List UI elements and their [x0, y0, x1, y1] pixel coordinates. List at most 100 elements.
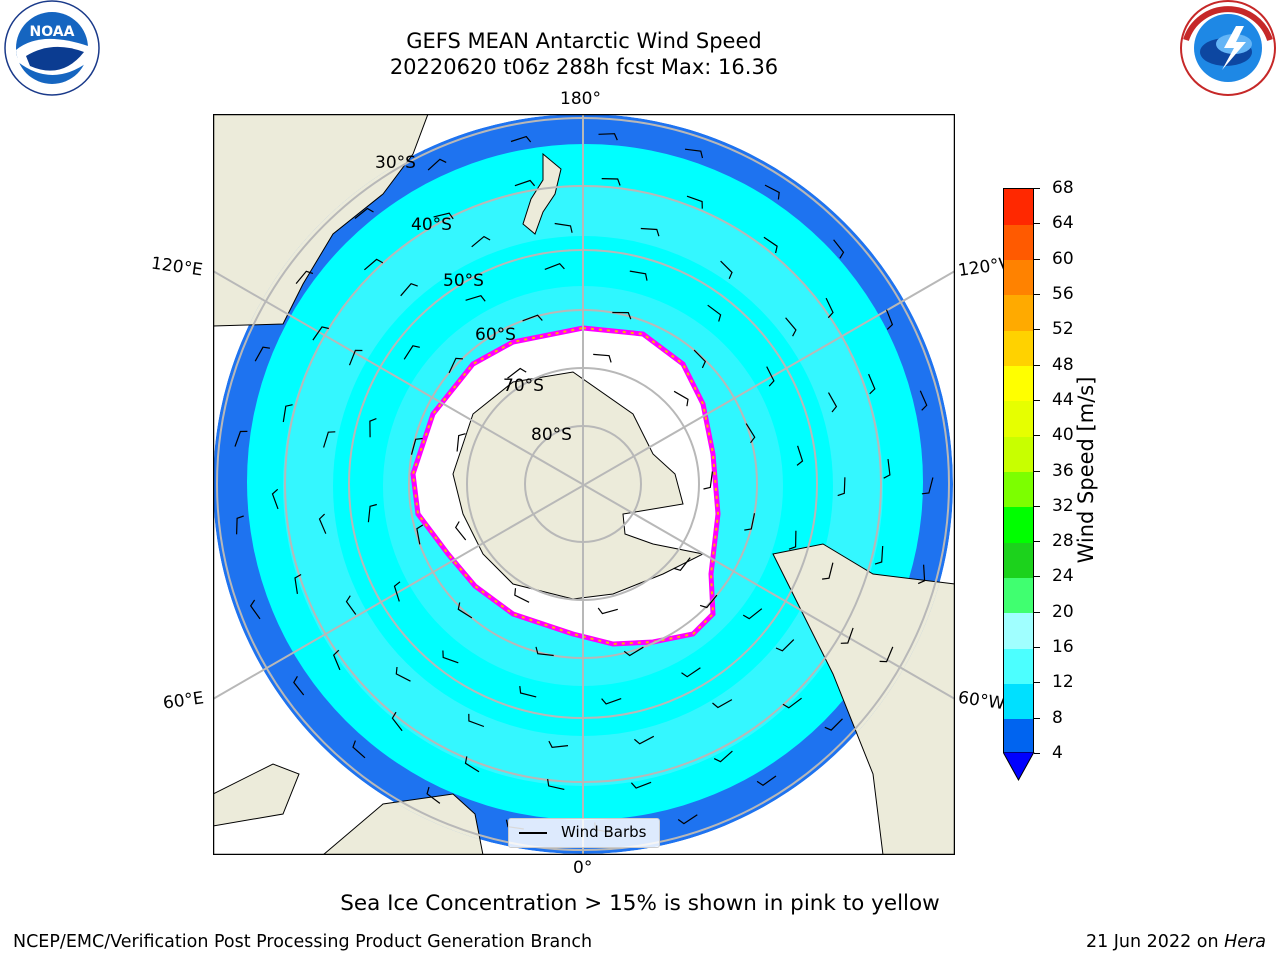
land-madagascar	[213, 763, 300, 827]
wind-barb	[593, 353, 612, 363]
colorbar-tick-label: 8	[1052, 707, 1063, 728]
colorbar-tick-mark	[1034, 293, 1040, 295]
wind-barb	[364, 258, 384, 271]
colorbar-tick-label: 64	[1052, 213, 1074, 234]
wind-barb	[874, 545, 884, 565]
wind-barb	[249, 599, 261, 620]
wind-barb	[782, 697, 802, 709]
wind-barb	[426, 786, 441, 804]
wind-barb	[312, 326, 329, 341]
colorbar-tick-label: 56	[1052, 283, 1074, 304]
colorbar-cell	[1004, 294, 1033, 331]
wind-barb	[345, 595, 357, 615]
wind-barb	[352, 740, 366, 759]
wind-barb	[677, 814, 698, 825]
wind-barb	[514, 588, 530, 603]
colorbar	[1003, 188, 1034, 755]
wind-barb	[763, 236, 778, 254]
wind-barb	[686, 195, 703, 209]
lat-label-80s: 80°S	[531, 425, 572, 445]
wind-barb	[681, 667, 701, 678]
colorbar-cell	[1004, 224, 1033, 261]
colorbar-cell	[1004, 365, 1033, 402]
colorbar-tick-label: 20	[1052, 601, 1074, 622]
colorbar-cell	[1004, 259, 1033, 296]
wind-barb	[745, 423, 756, 444]
colorbar-cell	[1004, 577, 1033, 614]
wind-barb	[693, 349, 707, 369]
wind-barb	[547, 778, 565, 790]
wind-barb	[464, 756, 480, 773]
wind-barb	[369, 418, 377, 438]
wind-barb	[879, 646, 894, 663]
wind-barb	[271, 488, 279, 510]
wind-barb	[825, 297, 834, 319]
wind-barb	[393, 581, 401, 602]
wind-barb	[391, 711, 403, 732]
colorbar-tick-mark	[1034, 682, 1040, 684]
wind-barbs-layer	[234, 133, 934, 834]
colorbar-cell	[1004, 542, 1033, 578]
wind-barb	[433, 212, 454, 220]
wind-barb	[535, 646, 554, 657]
wind-barb	[756, 775, 777, 787]
colorbar-tick-label: 32	[1052, 495, 1074, 516]
wind-barb	[332, 649, 341, 671]
footer-host: Hera	[1224, 932, 1266, 952]
wind-barb	[236, 515, 244, 535]
wind-barb	[720, 260, 733, 280]
sea-ice-caption: Sea Ice Concentration > 15% is shown in …	[340, 891, 940, 916]
lon-label-0: 0°	[573, 858, 593, 878]
noaa-logo-text: NOAA	[30, 24, 75, 40]
colorbar-tick-mark	[1034, 188, 1040, 189]
wind-barb	[395, 666, 411, 682]
wind-barb	[295, 270, 314, 284]
colorbar-tick-label: 24	[1052, 566, 1074, 587]
colorbar-tick-mark	[1034, 329, 1040, 331]
wind-barb	[868, 373, 876, 395]
colorbar-tick-mark	[1034, 435, 1040, 437]
colorbar-tick-mark	[1034, 647, 1040, 649]
wind-barb	[885, 309, 894, 330]
colorbar-tick-mark	[1034, 258, 1040, 260]
wind-barb	[454, 521, 467, 541]
wind-barb	[629, 270, 648, 281]
legend-label: Wind Barbs	[561, 823, 647, 841]
wind-barb	[707, 304, 722, 322]
colorbar-label: Wind Speed [m/s]	[1074, 376, 1098, 564]
wind-barb	[640, 227, 660, 237]
wind-barb	[785, 317, 797, 337]
wind-barb	[601, 698, 622, 705]
wind-barb	[883, 459, 891, 479]
wind-barb	[764, 184, 780, 200]
wind-barb	[840, 627, 854, 644]
colorbar-tick-label: 36	[1052, 460, 1074, 481]
lon-label-180: 180°	[560, 89, 601, 109]
wind-barb	[612, 311, 632, 320]
wind-barb	[354, 207, 374, 219]
wind-barb	[457, 602, 473, 619]
wind-barb	[427, 158, 447, 171]
wind-barb	[507, 367, 527, 379]
colorbar-tick-mark	[1034, 505, 1040, 507]
colorbar-tick-label: 16	[1052, 637, 1074, 658]
lat-label-40s: 40°S	[411, 215, 452, 235]
colorbar-cell	[1004, 330, 1033, 367]
colorbar-tick-label: 44	[1052, 389, 1074, 410]
colorbar-cell	[1004, 718, 1033, 755]
chart-title: GEFS MEAN Antarctic Wind Speed	[406, 29, 762, 53]
wind-barb	[468, 713, 485, 728]
wind-barb	[598, 133, 618, 141]
lat-label-50s: 50°S	[443, 271, 484, 291]
colorbar-cell	[1004, 189, 1033, 225]
wind-barb	[548, 740, 569, 748]
lon-label-120e: 120°E	[149, 253, 204, 281]
wind-barb	[713, 750, 733, 763]
colorbar-tick-mark	[1034, 470, 1040, 472]
colorbar-tick-mark	[1034, 717, 1040, 719]
colorbar-tick-mark	[1034, 223, 1040, 225]
wind-barb	[448, 357, 463, 374]
wind-barb	[510, 135, 532, 143]
colorbar-cell	[1004, 683, 1033, 720]
colorbar-tick-mark	[1034, 753, 1040, 754]
